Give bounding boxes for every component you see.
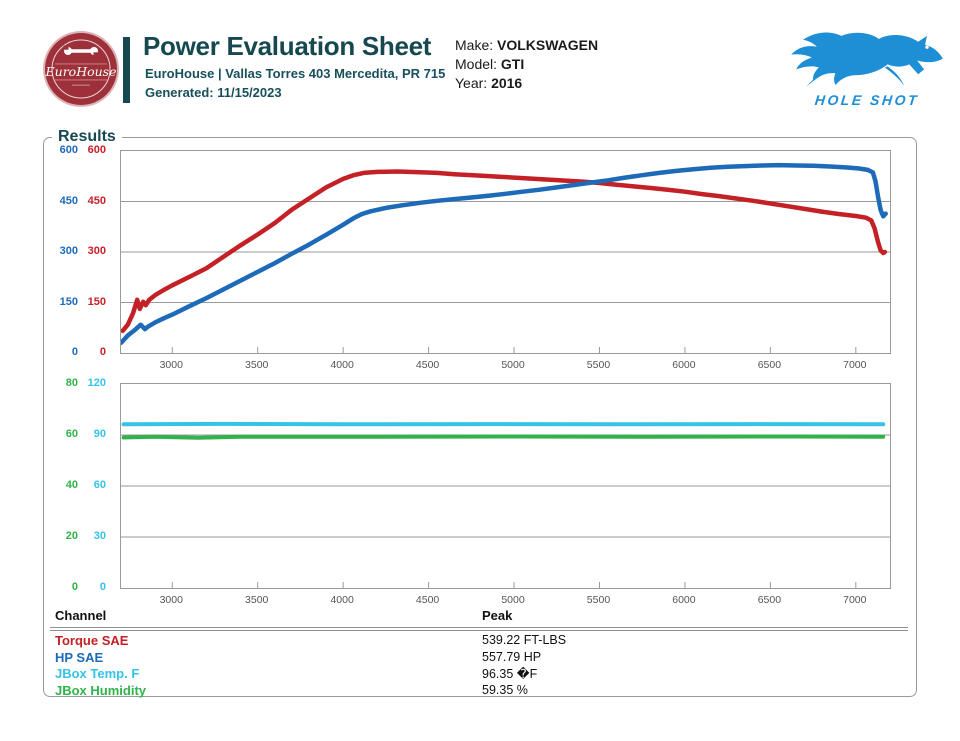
x-axis-label: 3000 bbox=[159, 594, 183, 606]
y-axis-label: 300 bbox=[59, 245, 78, 257]
x-axis-label: 3000 bbox=[159, 359, 183, 371]
x-axis-label: 4000 bbox=[330, 359, 354, 371]
vehicle-year-row: Year: 2016 bbox=[455, 74, 598, 93]
y-axis-label: 90 bbox=[93, 428, 106, 440]
results-section-label: Results bbox=[58, 128, 116, 145]
x-axis-label: 6000 bbox=[672, 594, 696, 606]
x-axis-label: 5500 bbox=[586, 359, 611, 371]
wrench-icon bbox=[63, 45, 99, 57]
channel-name: Torque SAE bbox=[55, 633, 129, 648]
table-row: Torque SAE 539.22 FT-LBS bbox=[55, 633, 908, 650]
title-accent-bar bbox=[123, 37, 130, 103]
model-label: Model: bbox=[455, 56, 498, 72]
y-axis-label: 80 bbox=[65, 377, 78, 389]
y-axis-label: 0 bbox=[99, 581, 106, 593]
eurohouse-badge-logo: EuroHouse bbox=[42, 30, 120, 108]
badge-script-text: EuroHouse bbox=[45, 64, 117, 79]
series-jbox-humidity bbox=[121, 434, 886, 440]
peak-value: 59.35 % bbox=[482, 682, 528, 697]
y-axis-label: 150 bbox=[59, 295, 78, 308]
table-row: JBox Temp. F 96.35 �F bbox=[55, 666, 908, 683]
horse-icon bbox=[791, 32, 943, 88]
y-axis-label: 0 bbox=[71, 346, 78, 358]
peak-table-rows: Torque SAE 539.22 FT-LBS HP SAE 557.79 HP JB… bbox=[55, 633, 908, 699]
year-value: 2016 bbox=[491, 75, 523, 91]
table-row: JBox Humidity 59.35 % bbox=[55, 683, 908, 700]
shop-address-line: EuroHouse | Vallas Torres 403 Mercedita,… bbox=[145, 66, 446, 81]
y-axis-label: 450 bbox=[87, 194, 106, 207]
y-axis-label: 60 bbox=[93, 479, 106, 491]
x-axis-label: 3500 bbox=[245, 359, 269, 371]
table-header-peak: Peak bbox=[482, 608, 513, 623]
x-axis-label: 7000 bbox=[843, 594, 867, 606]
peak-value: 557.79 HP bbox=[482, 649, 542, 664]
peak-value: 96.35 �F bbox=[482, 667, 538, 681]
eurohouse-badge-icon: EuroHouse bbox=[43, 31, 119, 107]
make-label: Make: bbox=[455, 37, 494, 53]
y-axis-label: 0 bbox=[71, 581, 78, 593]
x-axis-label: 3500 bbox=[245, 594, 269, 606]
x-axis-label: 6500 bbox=[757, 594, 782, 606]
x-axis-label: 6000 bbox=[672, 359, 696, 371]
results-frame: Results bbox=[43, 128, 917, 697]
y-axis-label: 20 bbox=[65, 530, 78, 542]
table-header-rule bbox=[50, 627, 908, 631]
model-value: GTI bbox=[500, 56, 525, 72]
channel-name: HP SAE bbox=[55, 649, 104, 665]
year-label: Year: bbox=[455, 75, 488, 91]
peak-value: 539.22 FT-LBS bbox=[482, 633, 567, 647]
x-axis-label: 7000 bbox=[843, 359, 867, 371]
series-torque-sae bbox=[120, 169, 888, 334]
x-axis-label: 5500 bbox=[586, 594, 611, 606]
holeshot-logo: HOLE SHOT bbox=[788, 28, 946, 108]
page-title: Power Evaluation Sheet bbox=[143, 31, 432, 61]
vehicle-make-row: Make: VOLKSWAGEN bbox=[455, 36, 598, 55]
vehicle-model-row: Model: GTI bbox=[455, 55, 598, 74]
generated-date-line: Generated: 11/15/2023 bbox=[145, 85, 282, 100]
table-row: HP SAE 557.79 HP bbox=[55, 650, 908, 667]
power-torque-chart bbox=[118, 150, 891, 354]
y-axis-label: 300 bbox=[87, 245, 106, 257]
channel-name: JBox Humidity bbox=[55, 682, 147, 698]
x-axis-label: 4000 bbox=[330, 594, 354, 606]
temp-humidity-chart bbox=[120, 383, 891, 589]
holeshot-logo-text: HOLE SHOT bbox=[814, 92, 920, 108]
y-axis-label: 120 bbox=[87, 377, 106, 389]
y-axis-label: 600 bbox=[59, 144, 78, 156]
x-axis-label: 6500 bbox=[757, 359, 782, 371]
x-axis-label: 5000 bbox=[501, 359, 525, 371]
y-axis-label: 40 bbox=[65, 479, 78, 491]
channel-name: JBox Temp. F bbox=[55, 666, 140, 681]
vehicle-info: Make: VOLKSWAGEN Model: GTI Year: 2016 bbox=[455, 36, 598, 93]
series-hp-sae bbox=[118, 162, 888, 346]
y-axis-label: 30 bbox=[93, 530, 106, 542]
y-axis-label: 150 bbox=[87, 295, 106, 308]
y-axis-label: 0 bbox=[99, 346, 106, 358]
x-axis-label: 5000 bbox=[501, 594, 525, 606]
table-header-channel: Channel bbox=[55, 608, 107, 623]
y-axis-label: 450 bbox=[59, 194, 78, 207]
y-axis-label: 60 bbox=[65, 428, 78, 440]
y-axis-label: 600 bbox=[87, 144, 106, 156]
make-value: VOLKSWAGEN bbox=[497, 37, 599, 53]
x-axis-label: 4500 bbox=[415, 594, 440, 606]
x-axis-label: 4500 bbox=[415, 359, 440, 371]
